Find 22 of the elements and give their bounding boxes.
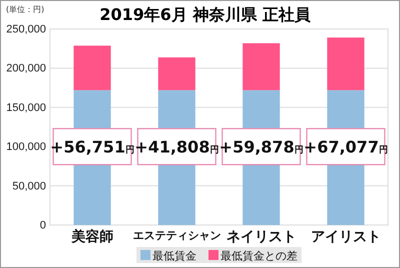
- data-label: +56,751円: [50, 138, 134, 157]
- x-tick-label: アイリスト: [310, 228, 381, 244]
- bar: [74, 46, 111, 90]
- legend-label: 最低賃金: [152, 250, 196, 262]
- y-tick-label: 150,000: [6, 102, 46, 114]
- x-tick-label: エステティシャン: [132, 230, 221, 242]
- y-axis-title: (単位：円): [6, 5, 44, 14]
- data-label: +67,077円: [304, 138, 388, 157]
- legend-label: 最低賃金との差: [220, 250, 298, 262]
- data-label: +41,808円: [134, 138, 219, 157]
- y-tick-label: 200,000: [6, 62, 46, 75]
- y-tick-label: 100,000: [6, 141, 46, 154]
- data-label: +59,878円: [219, 138, 304, 157]
- bar: [158, 57, 196, 90]
- y-tick-label: 250,000: [6, 24, 46, 36]
- x-tick-label: ネイリスト: [226, 228, 296, 244]
- y-tick-label: 50,000: [12, 180, 46, 192]
- bar: [242, 43, 280, 90]
- x-tick-label: 美容師: [70, 228, 114, 244]
- chart-title: 2019年6月 神奈川県 正社員: [100, 5, 312, 24]
- bar: [327, 38, 364, 90]
- y-tick-label: 0: [40, 220, 46, 232]
